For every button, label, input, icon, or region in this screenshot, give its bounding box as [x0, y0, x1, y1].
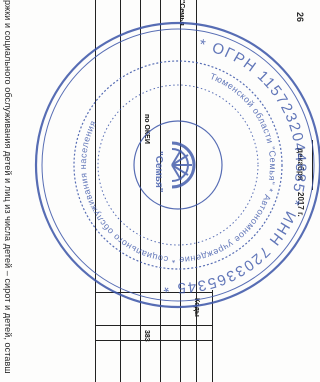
- grid-line: [95, 292, 212, 293]
- date-day: 26: [295, 12, 305, 23]
- date-year: 2017 г.: [296, 192, 305, 217]
- grid-line: [95, 325, 212, 326]
- grid-line: [212, 290, 213, 382]
- date-underline: [312, 140, 313, 190]
- stamp-ring-text: Тюменской области "Семья" * Автономное у…: [78, 71, 278, 265]
- svg-text:* ОГРН 1157232044885 * ИНН 720: * ОГРН 1157232044885 * ИНН 7203365345 *: [161, 36, 309, 296]
- date-month: декабря: [296, 148, 305, 181]
- stamp-center-text: "Семья": [153, 151, 164, 193]
- grid-line: [95, 340, 212, 341]
- svg-text:Тюменской области "Семья" * Ав: Тюменской области "Семья" * Автономное у…: [78, 71, 278, 265]
- body-text-line: ржки и социального обслуживания детей и …: [3, 0, 13, 374]
- stamp-outer-text: * ОГРН 1157232044885 * ИНН 7203365345 *: [161, 36, 307, 296]
- okei-label: по ОКЕИ: [143, 114, 150, 144]
